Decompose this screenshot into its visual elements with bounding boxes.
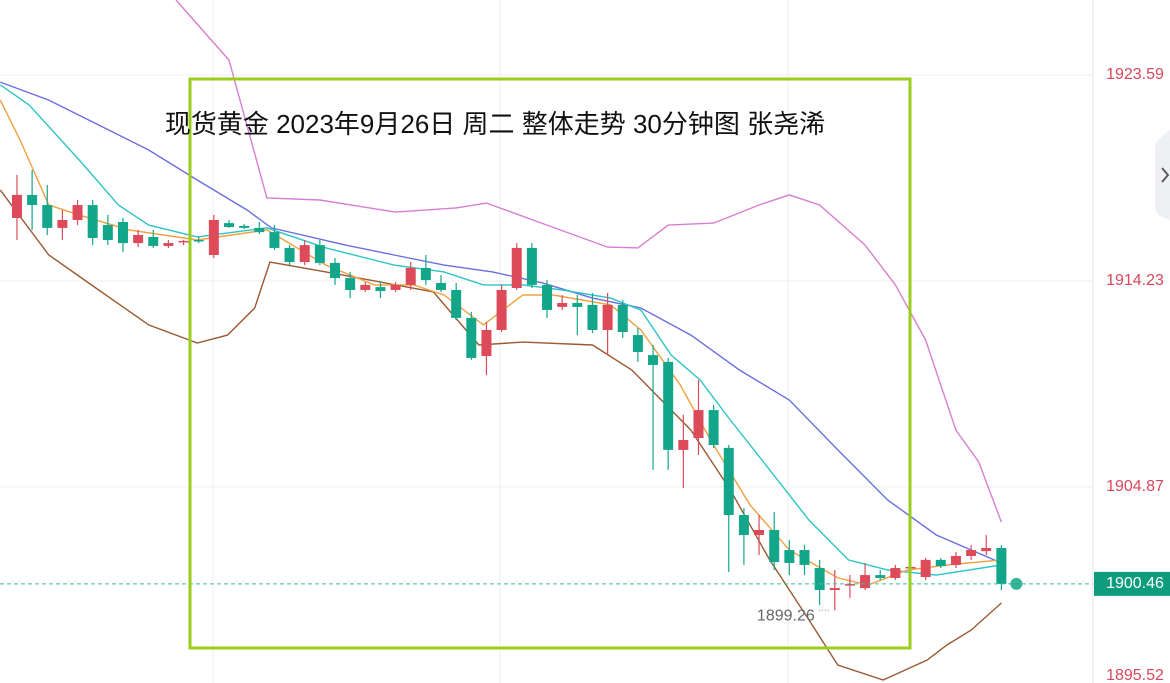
grid <box>0 74 1093 488</box>
candle-body <box>738 515 749 536</box>
candle-body <box>996 548 1007 584</box>
candle-body <box>814 568 825 591</box>
last-price-dot <box>1010 577 1023 590</box>
candle-body <box>269 232 280 248</box>
candle-body <box>451 289 462 318</box>
candle-body <box>299 245 310 263</box>
candle-body <box>239 225 250 228</box>
candle-body <box>648 355 659 365</box>
candle-body <box>117 221 128 244</box>
candle-body <box>148 236 159 246</box>
candle-body <box>799 550 810 565</box>
candle-body <box>663 361 674 450</box>
candle-body <box>420 267 431 281</box>
collapse-handle[interactable] <box>1155 130 1170 220</box>
candle-body <box>754 529 765 536</box>
candle-body <box>436 282 447 290</box>
min-label: 1899.26 <box>757 607 815 624</box>
candle-body <box>57 220 68 228</box>
candle-body <box>254 227 265 233</box>
candle-body <box>27 194 38 206</box>
candle-body <box>632 335 643 352</box>
vertical-grid <box>212 0 789 683</box>
candle-body <box>163 243 174 246</box>
candle-body <box>542 284 553 310</box>
candle-body <box>844 584 855 586</box>
candle-body <box>860 575 871 589</box>
y-axis: 1895.52 1904.87 1914.23 1923.59 1900.46 <box>1094 66 1170 683</box>
candle-body <box>875 575 886 578</box>
indicator-line <box>0 189 1002 681</box>
candle-body <box>42 205 53 228</box>
candle-body <box>557 302 568 307</box>
candle-body <box>526 247 537 285</box>
candle-body <box>72 205 83 220</box>
y-tick-label: 1923.59 <box>1106 66 1164 83</box>
candle-body <box>330 262 341 279</box>
candle-body <box>208 220 219 255</box>
candle-body <box>617 304 628 332</box>
candle-body <box>284 247 295 263</box>
candle-body <box>496 289 507 330</box>
handle-panel[interactable] <box>1155 130 1170 220</box>
indicator-line <box>0 81 1002 564</box>
candle-body <box>587 304 598 330</box>
candle-body <box>345 278 356 290</box>
candle-body <box>678 440 689 450</box>
indicator-line <box>0 99 1002 586</box>
candle-body <box>950 555 961 565</box>
last-price-label: 1900.46 <box>1106 575 1164 592</box>
last-price-box <box>1094 571 1170 596</box>
candle-body <box>133 234 144 244</box>
candle-body <box>390 284 401 290</box>
candle-body <box>223 223 234 228</box>
candle-body <box>829 588 840 591</box>
candle-body <box>360 284 371 290</box>
candle-body <box>314 245 325 263</box>
candle-body <box>602 304 613 330</box>
candle-body <box>375 287 386 292</box>
candle-body <box>102 225 113 241</box>
candle-body <box>178 240 189 243</box>
chart-title: 现货黄金 2023年9月26日 周二 整体走势 30分钟图 张尧浠 <box>165 109 825 139</box>
candle-body <box>784 550 795 563</box>
candle-body <box>572 302 583 307</box>
candle-body <box>890 568 901 578</box>
highlight-box <box>188 77 912 650</box>
plot-area: 1899.26 <box>0 0 1093 681</box>
candle-body <box>708 410 719 446</box>
handle-arrow[interactable] <box>1161 167 1170 183</box>
candle-body <box>935 559 946 567</box>
y-tick-label: 1914.23 <box>1106 272 1164 289</box>
candle-body <box>769 529 780 563</box>
indicator-line <box>175 0 1003 523</box>
y-tick-label: 1895.52 <box>1106 667 1164 683</box>
candle-body <box>405 267 416 285</box>
candle-body <box>87 205 98 239</box>
candle-body <box>11 194 22 219</box>
candle-body <box>481 330 492 356</box>
candle-body <box>920 559 931 578</box>
y-tick-label: 1904.87 <box>1106 478 1164 495</box>
candle-body <box>981 548 992 552</box>
candle-body <box>193 240 204 242</box>
candle-body <box>966 550 977 556</box>
candle-body <box>693 410 704 439</box>
candle-body <box>723 447 734 516</box>
candle-body <box>511 247 522 288</box>
candle-body <box>466 317 477 358</box>
